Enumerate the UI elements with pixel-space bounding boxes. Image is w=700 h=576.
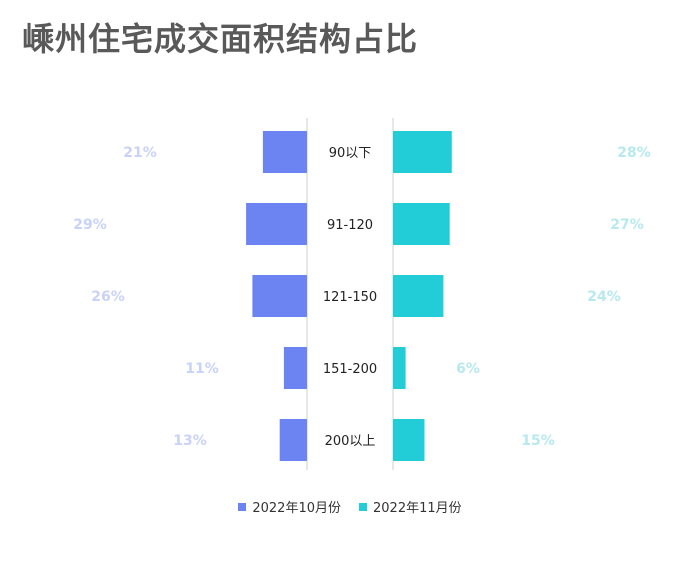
bar-series-1-2	[246, 203, 307, 245]
data-label-series-1-1: 21%	[123, 145, 157, 161]
data-label-series-2-4: 6%	[456, 361, 480, 377]
legend-label-series-1: 2022年10月份	[252, 501, 341, 516]
legend: 2022年10月份 2022年11月份	[0, 497, 700, 516]
legend-swatch-series-1	[238, 502, 247, 511]
bar-series-2-5	[393, 419, 425, 461]
bar-series-2-4	[393, 347, 406, 389]
data-label-series-1-4: 11%	[185, 361, 219, 377]
category-label-1: 90以下	[329, 146, 372, 161]
bar-series-1-1	[262, 131, 307, 173]
butterfly-chart: 90以下 21% 28% 91-120 29% 27% 121-150 26% 24% 151-2…	[73, 118, 651, 470]
data-label-series-1-2: 29%	[73, 217, 107, 233]
bars-layer	[246, 118, 452, 470]
bar-series-2-2	[393, 203, 450, 245]
category-label-2: 91-120	[327, 218, 373, 233]
chart-title: 嵊州住宅成交面积结构占比	[22, 20, 419, 58]
bar-series-1-3	[252, 275, 307, 317]
data-label-series-2-5: 15%	[521, 433, 555, 449]
legend-item-series-1[interactable]: 2022年10月份	[238, 497, 341, 516]
bar-series-2-3	[393, 275, 444, 317]
bar-series-1-4	[283, 347, 307, 389]
data-label-series-2-2: 27%	[610, 217, 644, 233]
category-label-5: 200以上	[325, 434, 376, 449]
bar-series-2-1	[393, 131, 452, 173]
legend-item-series-2[interactable]: 2022年11月份	[359, 497, 462, 516]
category-label-3: 121-150	[323, 290, 377, 305]
legend-swatch-series-2	[359, 502, 367, 511]
data-label-series-2-1: 28%	[617, 145, 651, 161]
data-label-series-2-3: 24%	[587, 289, 621, 305]
legend-label-series-2: 2022年11月份	[373, 501, 462, 516]
category-label-4: 151-200	[323, 362, 377, 377]
labels-layer: 90以下 21% 28% 91-120 29% 27% 121-150 26% 24% 151-2…	[73, 145, 651, 449]
data-label-series-1-3: 26%	[91, 289, 125, 305]
data-label-series-1-5: 13%	[173, 433, 207, 449]
bar-series-1-5	[279, 419, 307, 461]
